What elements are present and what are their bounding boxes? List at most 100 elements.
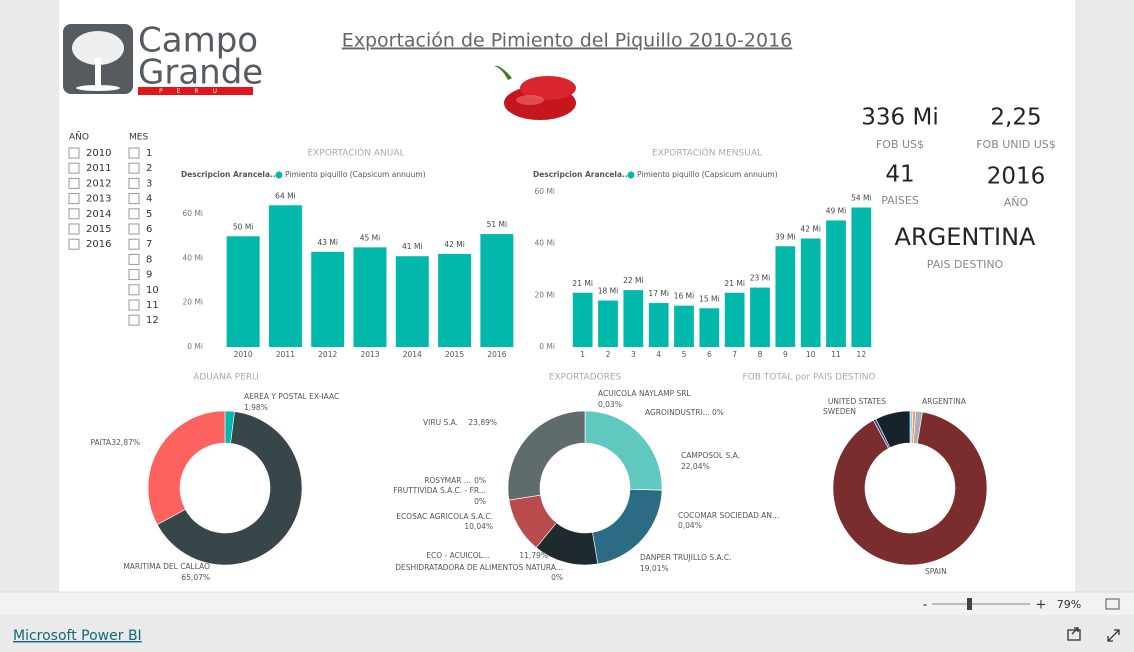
card-value: 2,25: [990, 105, 1041, 131]
slicer-checkbox[interactable]: [128, 162, 140, 174]
slicer-item: 3: [146, 178, 152, 189]
slice-label: ECOSAC AGRICOLA S.A.C.: [396, 512, 493, 521]
zoom-thumb[interactable]: [967, 598, 972, 610]
slicer-item: 6: [146, 224, 152, 235]
legend-label: Pimiento piquillo (Capsicum annuum): [637, 170, 778, 179]
data-label: 17 Mi: [648, 289, 668, 298]
slicer-checkbox[interactable]: [68, 193, 80, 205]
x-tick-label: 2011: [276, 350, 295, 359]
x-tick-label: 2: [606, 350, 611, 359]
slicer-checkbox[interactable]: [128, 238, 140, 250]
slicer-item: 2015: [86, 224, 111, 235]
slicer-checkbox[interactable]: [68, 208, 80, 220]
slicer-checkbox[interactable]: [128, 314, 140, 326]
y-tick-label: 40 Mi: [183, 253, 203, 262]
pepper-image: [494, 65, 576, 120]
slicer-checkbox[interactable]: [128, 253, 140, 265]
slice-label: DESHIDRATADORA DE ALIMENTOS NATURA...: [395, 563, 563, 572]
slicer-checkbox[interactable]: [128, 299, 140, 311]
slice-label: SPAIN: [925, 567, 947, 576]
bar: [826, 220, 846, 347]
slicer-checkbox[interactable]: [68, 223, 80, 235]
card-value: 336 Mi: [861, 105, 938, 131]
legend-marker: [627, 171, 635, 179]
logo-tree: [72, 31, 124, 91]
legend-marker: [275, 171, 283, 179]
slice-label: MARITIMA DEL CALLAO: [123, 562, 210, 571]
data-label: 16 Mi: [674, 292, 694, 301]
slicer-checkbox[interactable]: [68, 177, 80, 189]
fullscreen-button[interactable]: [1107, 629, 1120, 642]
slicer-item: 12: [146, 315, 159, 326]
logo-bar: [138, 87, 253, 95]
slicer-checkbox[interactable]: [128, 177, 140, 189]
slice-label: ARGENTINA: [922, 397, 967, 406]
x-tick-label: 8: [758, 350, 763, 359]
slicer-item: 2013: [86, 194, 111, 205]
slicer-checkbox[interactable]: [68, 238, 80, 250]
slice-value-label: 0%: [551, 573, 563, 582]
slicer-checkbox[interactable]: [128, 147, 140, 159]
data-label: 22 Mi: [623, 276, 643, 285]
bar: [598, 300, 618, 347]
donut-slice: [147, 410, 226, 526]
bar: [800, 238, 821, 347]
donut-slice: [875, 410, 911, 449]
slicer-item: 5: [146, 209, 152, 220]
card-label: PAIS DESTINO: [927, 258, 1004, 271]
x-tick-label: 2014: [403, 350, 422, 359]
slice-value-label: 32,87%: [111, 438, 140, 447]
data-label: 21 Mi: [572, 279, 592, 288]
fit-page-button[interactable]: [1105, 598, 1120, 610]
share-button[interactable]: [1067, 627, 1081, 641]
brand-link[interactable]: Microsoft Power BI: [13, 628, 142, 644]
zoom-out-button[interactable]: -: [923, 598, 928, 613]
x-tick-label: 12: [857, 350, 867, 359]
slice-label: SWEDEN: [823, 407, 856, 416]
data-label: 51 Mi: [487, 220, 507, 229]
slice-value-label: 0%: [474, 497, 486, 506]
data-label: 23 Mi: [750, 274, 770, 283]
slicer-checkbox[interactable]: [68, 147, 80, 159]
slicer-item: 4: [146, 194, 152, 205]
slice-value-label: 0%: [712, 408, 724, 417]
slice-label: DANPER TRUJILLO S.A.C.: [640, 553, 731, 562]
donut-slice: [156, 411, 303, 566]
donut-slice: [507, 410, 586, 501]
slicer-item: 2010: [86, 148, 111, 159]
card-value: ARGENTINA: [895, 223, 1037, 251]
card-label: FOB UNID US$: [976, 138, 1056, 151]
x-tick-label: 2012: [318, 350, 337, 359]
legend-label: Pimiento piquillo (Capsicum annuum): [285, 170, 426, 179]
slicer-checkbox[interactable]: [128, 208, 140, 220]
data-label: 15 Mi: [699, 294, 719, 303]
x-tick-label: 9: [783, 350, 788, 359]
slicer-checkbox[interactable]: [128, 269, 140, 281]
slicer-item: 2014: [86, 209, 111, 220]
slice-value-label: 1,98%: [244, 403, 268, 412]
bar: [268, 205, 302, 347]
y-tick-label: 0 Mi: [187, 342, 203, 351]
slicer-checkbox[interactable]: [128, 193, 140, 205]
bar: [311, 251, 345, 347]
slice-label: ROSYMAR ...: [424, 476, 471, 485]
x-tick-label: 7: [732, 350, 737, 359]
slicer-item: 2012: [86, 178, 111, 189]
data-label: 43 Mi: [317, 238, 337, 247]
bar: [623, 290, 644, 347]
slicer-checkbox[interactable]: [68, 162, 80, 174]
legend-title: Descripcion Arancela...: [181, 170, 279, 179]
zoom-in-button[interactable]: +: [1036, 598, 1047, 613]
data-label: 42 Mi: [800, 225, 820, 234]
slice-value-label: 10,04%: [464, 522, 493, 531]
slice-value-label: 0%: [474, 476, 486, 485]
data-label: 39 Mi: [775, 232, 795, 241]
slicer-checkbox[interactable]: [128, 223, 140, 235]
slicer-checkbox[interactable]: [128, 284, 140, 296]
slice-value-label: 0,03%: [598, 400, 622, 409]
y-tick-label: 60 Mi: [535, 187, 555, 196]
slice-label: ACUICOLA NAYLAMP SRL: [598, 389, 692, 398]
x-tick-label: 4: [656, 350, 661, 359]
data-label: 21 Mi: [724, 279, 744, 288]
y-tick-label: 0 Mi: [539, 342, 555, 351]
